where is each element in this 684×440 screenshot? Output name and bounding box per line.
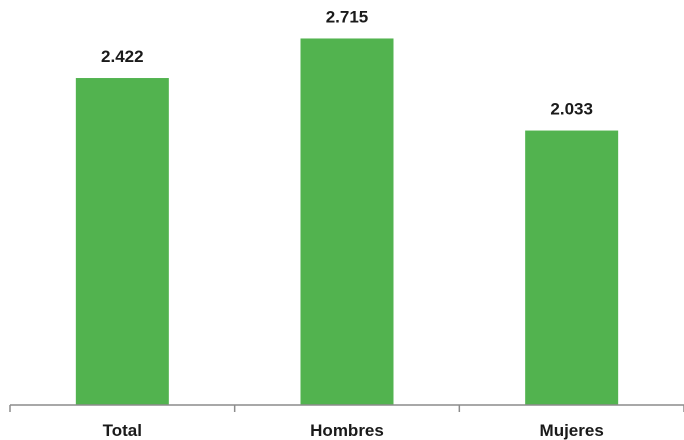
bars-group [75,38,619,406]
value-label-total: 2.422 [101,47,144,66]
bar-hombres [300,38,394,405]
value-label-mujeres: 2.033 [550,100,593,119]
x-axis-ticks-group [9,405,684,412]
bar-mujeres [525,130,619,406]
category-labels-group: Total Hombres Mujeres [103,421,604,440]
category-label-mujeres: Mujeres [540,421,604,440]
value-labels-group: 2.422 2.715 2.033 [101,7,593,118]
category-label-hombres: Hombres [310,421,384,440]
value-label-hombres: 2.715 [326,7,369,26]
category-label-total: Total [103,421,142,440]
bar-total [75,78,169,405]
